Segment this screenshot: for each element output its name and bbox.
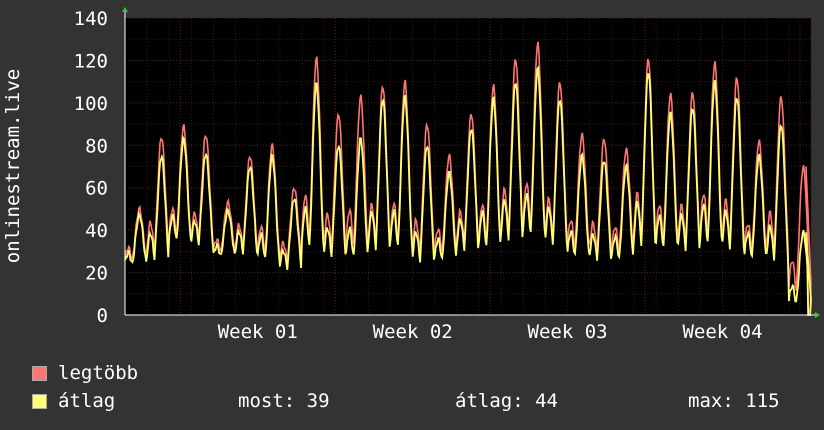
y-tick-label: 120 <box>74 50 108 72</box>
y-tick-label: 140 <box>74 8 108 30</box>
y-tick-label: 20 <box>85 263 108 285</box>
axes <box>122 7 820 318</box>
x-tick-label: Week 04 <box>682 321 762 343</box>
x-tick-label: Week 02 <box>373 321 453 343</box>
x-tick-label: Week 01 <box>218 321 298 343</box>
y-tick-label: 60 <box>85 178 108 200</box>
y-tick-label: 40 <box>85 220 108 242</box>
y-tick-label: 100 <box>74 93 108 115</box>
x-axis-arrow <box>815 312 820 318</box>
y-axis-arrow <box>122 7 128 12</box>
x-tick-labels: Week 01 Week 02 Week 03 Week 04 <box>218 321 763 343</box>
series-line-avg <box>124 65 812 316</box>
series-layer <box>124 41 812 316</box>
y-axis-label: onlinestream.live <box>2 69 24 263</box>
y-tick-labels: 0 20 40 60 80 100 120 140 <box>74 8 108 327</box>
y-tick-label: 0 <box>97 305 108 327</box>
x-tick-label: Week 03 <box>528 321 608 343</box>
y-tick-label: 80 <box>85 135 108 157</box>
